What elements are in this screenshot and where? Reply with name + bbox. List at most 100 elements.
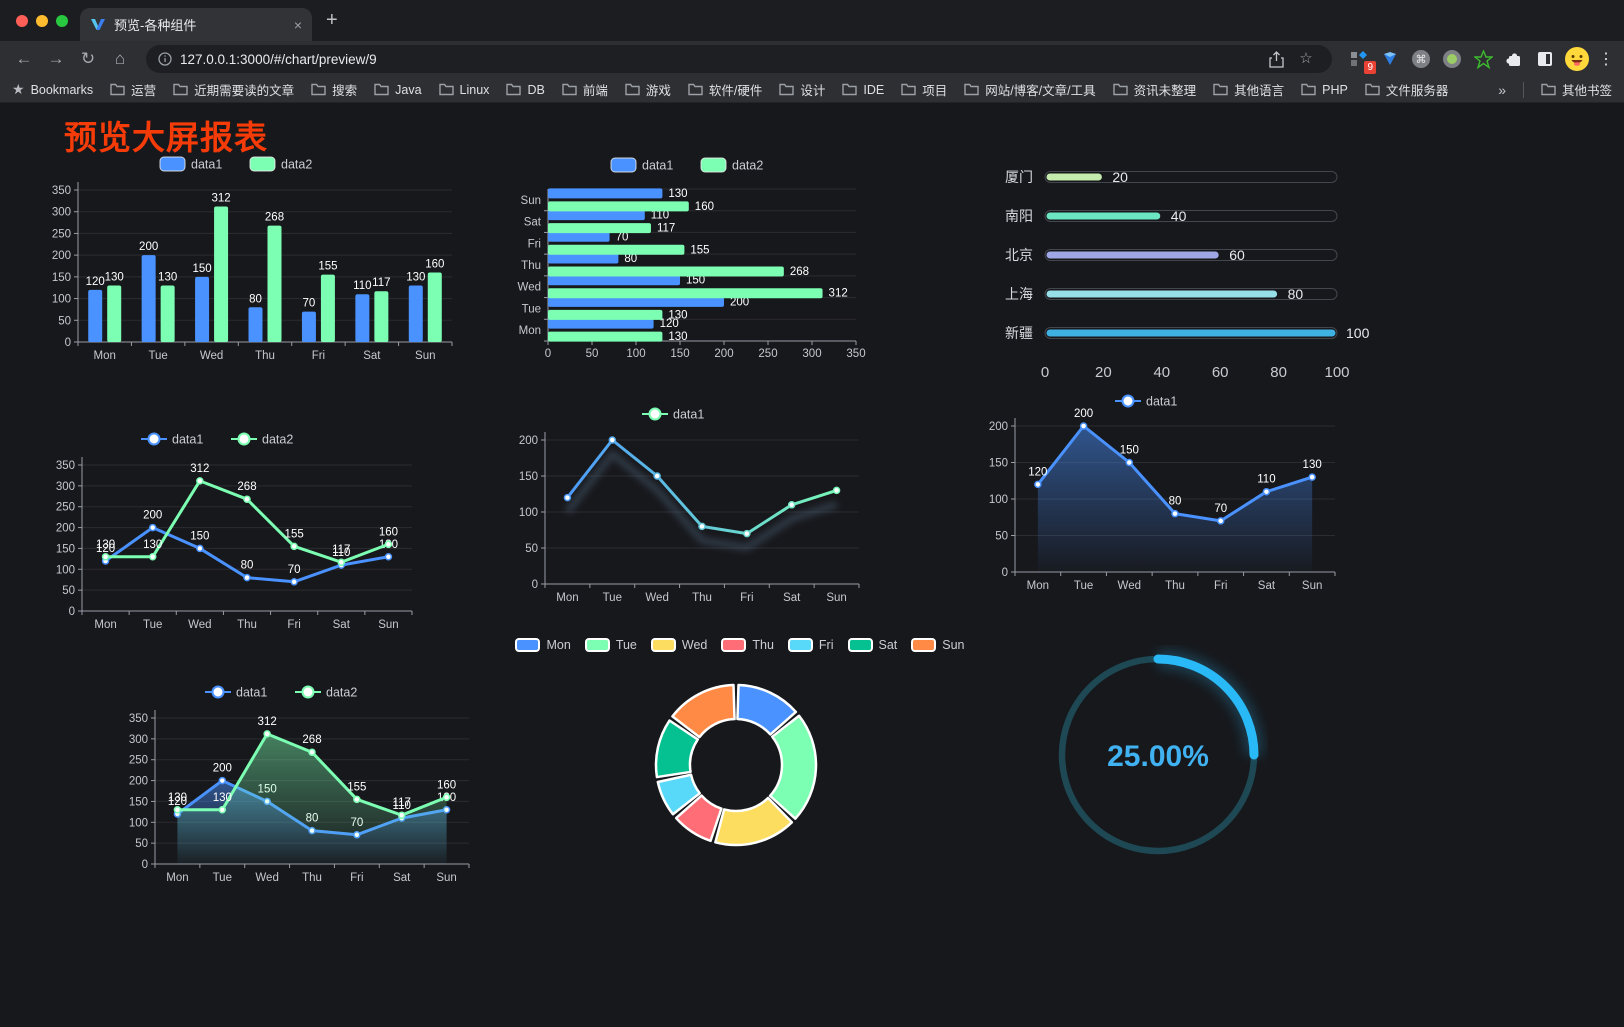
bookmark-folder[interactable]: 网站/博客/文章/工具 xyxy=(964,80,1096,99)
home-button[interactable]: ⌂ xyxy=(114,49,126,68)
data-point[interactable] xyxy=(101,553,110,561)
data-point[interactable] xyxy=(1171,509,1179,518)
progress-row-上海[interactable]: 上海 80 xyxy=(1005,286,1338,302)
bar-series-data2[interactable]: 130 130 312 268 155 117 160 xyxy=(548,201,848,343)
back-button[interactable]: ← xyxy=(15,49,33,68)
legend-item-data2[interactable]: data2 xyxy=(249,156,312,172)
url-text[interactable]: 127.0.0.1:3000/#/chart/preview/9 xyxy=(180,51,377,67)
chart-donut[interactable]: Mon Tue Wed Thu Fri Sat Sun xyxy=(515,633,965,873)
bookmarks-root[interactable]: ★ Bookmarks xyxy=(12,81,94,97)
bookmark-folder[interactable]: 搜索 xyxy=(311,80,357,99)
legend-item-data1[interactable]: data1 xyxy=(642,407,704,422)
data-point[interactable] xyxy=(308,748,316,756)
bookmark-folder[interactable]: DB xyxy=(506,83,545,97)
data-point[interactable] xyxy=(563,493,572,502)
bar[interactable] xyxy=(548,223,651,234)
legend-item-data2[interactable]: data2 xyxy=(700,157,763,173)
bar[interactable] xyxy=(195,276,210,342)
new-tab-button[interactable]: + xyxy=(326,9,338,31)
data-point[interactable] xyxy=(243,495,251,503)
extension-blocks-icon[interactable]: 9 xyxy=(1348,48,1376,74)
bar[interactable] xyxy=(548,201,689,212)
bar[interactable] xyxy=(548,309,663,320)
pie-slice-Thu[interactable] xyxy=(674,794,723,843)
bookmark-folder[interactable]: 项目 xyxy=(901,80,947,99)
bar[interactable] xyxy=(301,311,316,342)
browser-tab[interactable]: 预览-各种组件 × xyxy=(80,8,312,41)
data-point[interactable] xyxy=(196,477,204,485)
bar[interactable] xyxy=(548,188,663,199)
data-point[interactable] xyxy=(384,540,393,549)
bookmark-folder[interactable]: Linux xyxy=(438,83,489,97)
data-point[interactable] xyxy=(218,806,227,814)
bar-series-data1[interactable]: 120 200 150 80 70 110 130 xyxy=(548,188,749,330)
bookmark-folder[interactable]: PHP xyxy=(1301,83,1348,97)
data-point[interactable] xyxy=(1308,473,1316,481)
bookmark-folder[interactable]: 近期需要读的文章 xyxy=(173,80,294,99)
pie-slice-Mon[interactable] xyxy=(736,683,798,736)
data-point[interactable] xyxy=(243,573,251,582)
chart-progress-bars[interactable]: 厦门 20 南阳 40 北京 60 上海 80 新疆 100 0 20 40 60 80 100 xyxy=(993,151,1370,385)
bookmark-folder[interactable]: 前端 xyxy=(562,80,608,99)
chart-line-gradient[interactable]: data1 0 50 100 150 200 Mon Tue Wed Thu Fri Sat Sun xyxy=(503,398,871,612)
bar-series-data2[interactable]: 130 130 312 268 155 117 160 xyxy=(105,193,445,342)
browser-menu-icon[interactable]: ⋮ xyxy=(1598,51,1614,68)
bar[interactable] xyxy=(548,244,685,255)
data-point[interactable] xyxy=(787,501,796,509)
chart-area-single[interactable]: data1 0 50 100 150 200 Mon Tue Wed Thu Fri Sat Sun 12… xyxy=(973,388,1347,598)
close-window-button[interactable] xyxy=(16,15,28,27)
data-point[interactable] xyxy=(442,793,451,802)
data-point[interactable] xyxy=(384,553,393,561)
bar[interactable] xyxy=(548,318,654,329)
bookmark-folder[interactable]: 其他语言 xyxy=(1213,80,1284,99)
legend-item-data2[interactable]: data2 xyxy=(231,432,293,447)
legend-item-Wed[interactable]: Wed xyxy=(650,638,707,652)
data-point[interactable] xyxy=(397,811,406,819)
bar[interactable] xyxy=(141,255,156,342)
data-point[interactable] xyxy=(353,795,361,804)
chart-gauge[interactable]: 25.00% xyxy=(1048,645,1268,865)
site-info-icon[interactable] xyxy=(158,52,172,66)
bookmark-folder[interactable]: Java xyxy=(374,83,422,97)
bookmark-folder[interactable]: 资讯未整理 xyxy=(1112,80,1196,99)
bookmarks-overflow-chevron[interactable]: » xyxy=(1498,81,1506,98)
bookmark-folder[interactable]: 设计 xyxy=(779,80,825,99)
pie-slice-Sun[interactable] xyxy=(671,683,736,739)
data-point[interactable] xyxy=(653,472,661,480)
bar[interactable] xyxy=(160,285,175,342)
data-point[interactable] xyxy=(148,523,157,532)
legend-item-data2[interactable]: data2 xyxy=(295,685,357,700)
bookmark-star-icon[interactable]: ☆ xyxy=(1299,50,1313,67)
bar[interactable] xyxy=(214,206,229,342)
bar[interactable] xyxy=(427,272,442,342)
data-point[interactable] xyxy=(148,553,157,561)
bar-series-data1[interactable]: 120 200 150 80 70 110 130 xyxy=(86,241,426,342)
data-point[interactable] xyxy=(1262,487,1271,496)
forward-button[interactable]: → xyxy=(47,49,65,68)
legend-item-data1[interactable]: data1 xyxy=(1115,394,1177,409)
data-point[interactable] xyxy=(196,544,204,553)
progress-row-南阳[interactable]: 南阳 40 xyxy=(1005,208,1338,224)
data-point[interactable] xyxy=(608,436,617,444)
bar[interactable] xyxy=(548,231,610,242)
legend-item-Sat[interactable]: Sat xyxy=(847,638,897,652)
legend-item-Tue[interactable]: Tue xyxy=(584,638,637,652)
bar[interactable] xyxy=(408,285,423,342)
data-point[interactable] xyxy=(337,558,346,566)
legend-item-Fri[interactable]: Fri xyxy=(787,638,834,652)
legend-item-Sun[interactable]: Sun xyxy=(911,638,965,652)
data-point[interactable] xyxy=(1034,480,1042,489)
extensions-puzzle-icon[interactable] xyxy=(1503,48,1525,70)
bar[interactable] xyxy=(548,288,823,299)
bar[interactable] xyxy=(88,289,103,342)
bar[interactable] xyxy=(267,225,282,342)
line-series-data2[interactable]: 130 130 312 268 155 117 160 xyxy=(168,716,456,864)
side-panel-icon[interactable] xyxy=(1534,48,1556,70)
extension-gem-icon[interactable] xyxy=(1379,48,1401,70)
data-point[interactable] xyxy=(1079,422,1088,430)
bar[interactable] xyxy=(548,266,784,277)
data-point[interactable] xyxy=(832,486,841,495)
bar[interactable] xyxy=(548,253,619,264)
pie-slice-Tue[interactable] xyxy=(768,714,818,820)
progress-row-北京[interactable]: 北京 60 xyxy=(1005,247,1338,263)
